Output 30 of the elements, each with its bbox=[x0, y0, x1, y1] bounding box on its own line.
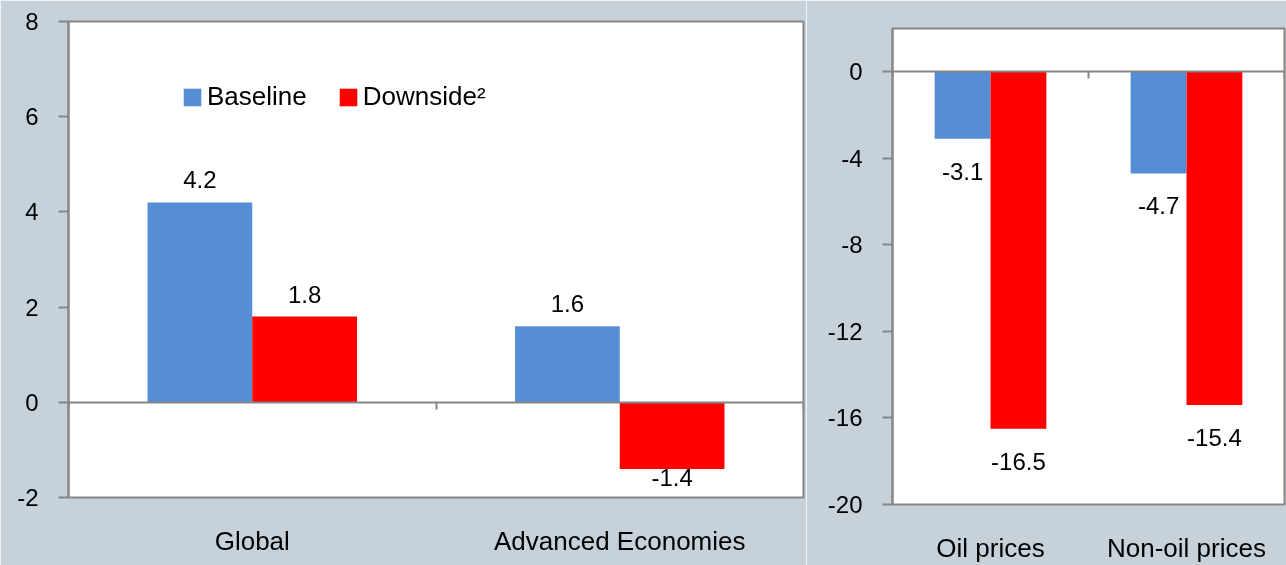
data-label: -4.7 bbox=[1137, 192, 1180, 220]
data-label: -3.1 bbox=[941, 157, 984, 185]
data-label: 4.2 bbox=[183, 166, 217, 194]
y-tick-label: 2 bbox=[25, 293, 39, 321]
data-label: -16.5 bbox=[991, 447, 1046, 475]
y-tick-label: 4 bbox=[25, 198, 39, 226]
x-tick-label: Global bbox=[214, 525, 290, 556]
y-tick-label: -2 bbox=[17, 484, 39, 511]
y-tick-label: -20 bbox=[827, 491, 863, 518]
data-label: 1.6 bbox=[550, 290, 585, 318]
bar bbox=[515, 326, 620, 403]
legend-label: Downside² bbox=[362, 81, 486, 112]
data-label: -15.4 bbox=[1187, 423, 1242, 451]
data-label: -1.4 bbox=[651, 463, 693, 491]
x-tick-label: Non-oil prices bbox=[1107, 532, 1266, 563]
y-tick-label: 6 bbox=[25, 103, 39, 131]
y-tick-label: 8 bbox=[25, 8, 39, 35]
bar bbox=[619, 402, 725, 469]
y-tick-label: -16 bbox=[827, 404, 863, 432]
y-tick-label: -4 bbox=[841, 144, 863, 172]
y-tick-label: 0 bbox=[849, 58, 863, 86]
y-tick-label: 0 bbox=[25, 388, 39, 416]
x-tick-label: Oil prices bbox=[936, 532, 1045, 563]
x-tick-label: Advanced Economies bbox=[494, 525, 746, 556]
data-label: 1.8 bbox=[287, 280, 322, 308]
y-tick-label: -8 bbox=[841, 231, 863, 259]
bar bbox=[147, 202, 253, 403]
legend-label: Baseline bbox=[207, 81, 307, 112]
bar bbox=[252, 316, 357, 403]
y-tick-label: -12 bbox=[827, 317, 863, 345]
